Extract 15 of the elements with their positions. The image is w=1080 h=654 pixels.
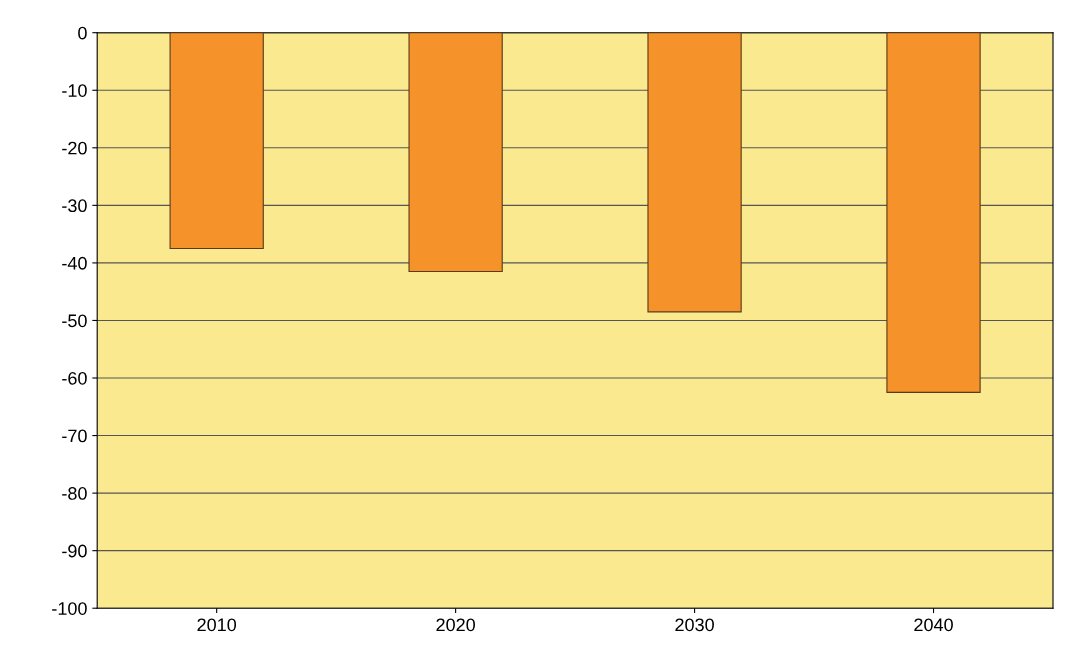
y-tick-label: -60 — [62, 371, 87, 385]
y-tick-label: -20 — [62, 141, 87, 155]
y-tick-label: -100 — [52, 602, 87, 615]
y-tick-label: -10 — [62, 84, 87, 97]
y-tick-label: -80 — [62, 487, 87, 500]
y-tick-label: -70 — [62, 429, 87, 443]
x-tick-label: 2030 — [675, 618, 714, 632]
x-tick-label: 2040 — [914, 618, 953, 632]
y-tick-label: -40 — [62, 256, 87, 270]
y-tick-label: 0 — [78, 26, 87, 40]
y-tick-label: -30 — [62, 199, 87, 213]
y-tick-label: -50 — [62, 314, 87, 328]
y-tick-label: -90 — [62, 544, 87, 558]
x-tick-label: 2020 — [436, 618, 475, 632]
x-tick-label: 2010 — [197, 618, 237, 632]
